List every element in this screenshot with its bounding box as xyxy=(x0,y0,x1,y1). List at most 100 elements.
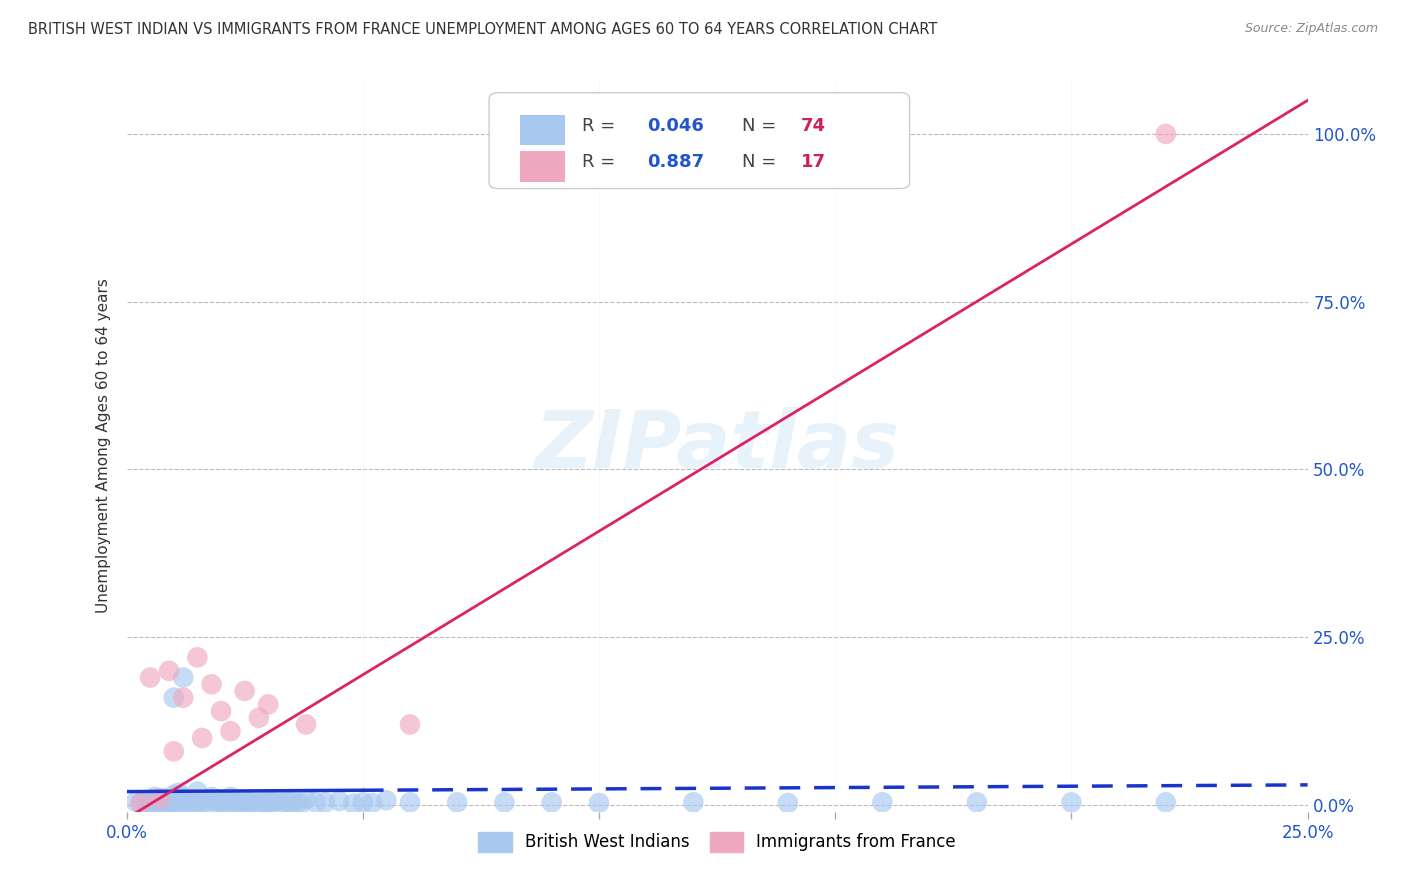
Text: R =: R = xyxy=(582,117,621,135)
Point xyxy=(163,744,186,758)
Point xyxy=(238,795,260,809)
FancyBboxPatch shape xyxy=(489,93,910,188)
Point xyxy=(295,792,318,806)
Point xyxy=(186,784,208,798)
Point xyxy=(129,796,152,810)
Point xyxy=(252,795,274,809)
Point xyxy=(342,797,364,811)
Point xyxy=(149,797,172,811)
Point xyxy=(271,796,294,810)
Point xyxy=(163,795,186,809)
Point xyxy=(163,788,186,802)
Point xyxy=(172,795,194,809)
Point xyxy=(186,650,208,665)
Point xyxy=(682,795,704,809)
Text: 0.887: 0.887 xyxy=(647,153,704,171)
Point xyxy=(352,795,374,809)
Point xyxy=(966,795,988,809)
Text: Source: ZipAtlas.com: Source: ZipAtlas.com xyxy=(1244,22,1378,36)
Text: R =: R = xyxy=(582,153,621,171)
Point xyxy=(257,797,280,811)
Point xyxy=(285,796,308,810)
Point xyxy=(243,795,266,809)
Point xyxy=(233,684,256,698)
Point xyxy=(157,793,180,807)
Point xyxy=(588,796,610,810)
Y-axis label: Unemployment Among Ages 60 to 64 years: Unemployment Among Ages 60 to 64 years xyxy=(96,278,111,614)
Point xyxy=(314,795,336,809)
Point xyxy=(143,795,166,809)
Point xyxy=(295,717,318,731)
Point xyxy=(276,795,298,809)
Point xyxy=(167,795,190,809)
Point xyxy=(195,796,218,810)
Point xyxy=(257,698,280,712)
Point xyxy=(1154,127,1177,141)
Point xyxy=(540,795,562,809)
Point xyxy=(157,796,180,810)
Point xyxy=(233,797,256,811)
Bar xyxy=(520,152,565,182)
Point xyxy=(215,795,238,809)
Point xyxy=(247,796,270,810)
Point xyxy=(129,796,152,810)
Point xyxy=(224,795,246,809)
Point xyxy=(153,791,176,805)
Point xyxy=(167,786,190,800)
Point xyxy=(163,690,186,705)
Point xyxy=(209,794,232,808)
Point xyxy=(181,796,204,810)
Point xyxy=(139,671,162,685)
Point xyxy=(186,795,208,809)
Point xyxy=(139,792,162,806)
Point xyxy=(494,795,516,809)
Point xyxy=(177,795,200,809)
Point xyxy=(177,792,200,806)
Point xyxy=(229,796,252,810)
Text: BRITISH WEST INDIAN VS IMMIGRANTS FROM FRANCE UNEMPLOYMENT AMONG AGES 60 TO 64 Y: BRITISH WEST INDIAN VS IMMIGRANTS FROM F… xyxy=(28,22,938,37)
Point xyxy=(209,796,232,810)
Point xyxy=(172,690,194,705)
Point xyxy=(304,795,326,809)
Point xyxy=(200,677,222,691)
Text: N =: N = xyxy=(742,117,782,135)
Point xyxy=(163,796,186,810)
Point xyxy=(219,724,242,739)
Point xyxy=(181,794,204,808)
Point xyxy=(247,711,270,725)
Bar xyxy=(520,115,565,145)
Legend: British West Indians, Immigrants from France: British West Indians, Immigrants from Fr… xyxy=(471,826,963,858)
Point xyxy=(257,795,280,809)
Point xyxy=(134,795,156,809)
Point xyxy=(375,793,398,807)
Point xyxy=(200,789,222,804)
Text: N =: N = xyxy=(742,153,782,171)
Point xyxy=(219,795,242,809)
Point xyxy=(290,797,312,811)
Point xyxy=(267,793,290,807)
Point xyxy=(361,796,384,810)
Text: 17: 17 xyxy=(801,153,825,171)
Point xyxy=(872,795,894,809)
Point xyxy=(1154,795,1177,809)
Point xyxy=(139,796,162,810)
Point xyxy=(1060,795,1083,809)
Point xyxy=(191,795,214,809)
Point xyxy=(219,789,242,804)
Point xyxy=(205,795,228,809)
Point xyxy=(172,789,194,804)
Point xyxy=(172,671,194,685)
Text: ZIPatlas: ZIPatlas xyxy=(534,407,900,485)
Point xyxy=(143,789,166,804)
Point xyxy=(776,796,799,810)
Text: 0.046: 0.046 xyxy=(647,117,704,135)
Point xyxy=(281,795,304,809)
Point xyxy=(399,717,422,731)
Point xyxy=(328,794,350,808)
Point xyxy=(446,795,468,809)
Point xyxy=(399,795,422,809)
Point xyxy=(209,704,232,718)
Point xyxy=(149,791,172,805)
Point xyxy=(125,795,148,809)
Point xyxy=(262,795,284,809)
